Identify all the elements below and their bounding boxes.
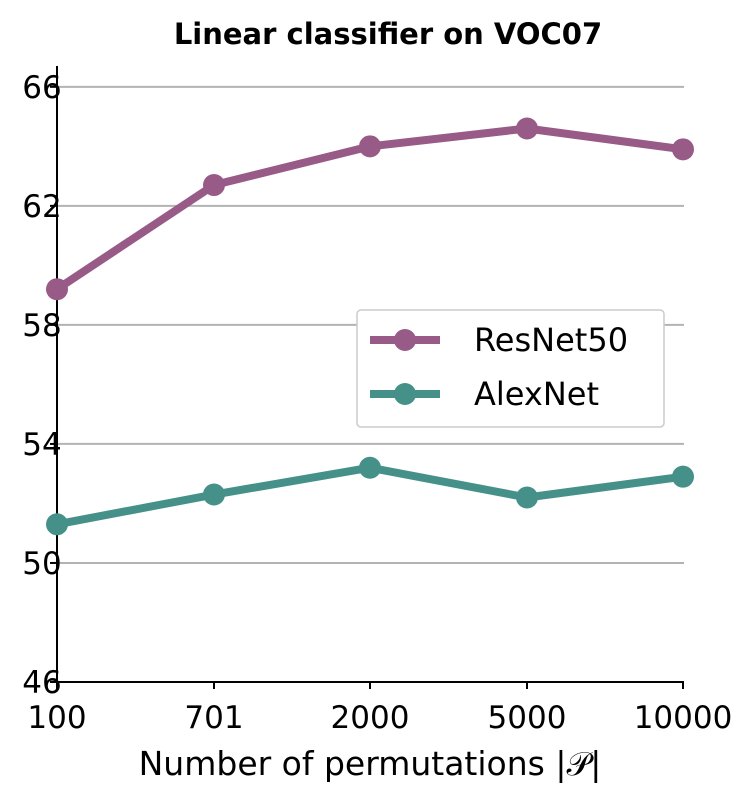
data-point — [516, 486, 538, 509]
legend: ResNet50 AlexNet — [356, 309, 665, 428]
x-ticks: 100 701 2000 5000 10000 — [27, 682, 732, 736]
y-tick-label: 62 — [22, 189, 61, 225]
x-tick-label: 701 — [184, 700, 243, 736]
data-point — [203, 483, 225, 506]
y-ticks: 46 50 54 58 62 66 — [22, 70, 61, 701]
x-tick-label: 100 — [27, 700, 86, 736]
y-tick-label: 58 — [22, 308, 61, 344]
y-tick-label: 50 — [22, 546, 61, 582]
data-point — [46, 513, 68, 536]
legend-swatch-marker — [394, 383, 416, 405]
series-alexnet — [46, 456, 694, 536]
data-point — [359, 135, 381, 158]
legend-label: AlexNet — [474, 375, 599, 413]
data-point — [203, 174, 225, 197]
y-tick-label: 46 — [22, 665, 61, 701]
x-tick-label: 2000 — [331, 700, 410, 736]
data-point — [359, 456, 381, 479]
x-tick-label: 5000 — [488, 700, 567, 736]
y-tick-label: 66 — [22, 70, 61, 106]
x-tick-label: 10000 — [634, 700, 733, 736]
legend-entry-alexnet: AlexNet — [370, 375, 599, 413]
series-resnet50 — [46, 117, 694, 301]
series-layer — [46, 117, 694, 536]
x-axis-label: Number of permutations |𝒫| — [139, 744, 602, 783]
data-point — [672, 138, 694, 161]
data-point — [516, 117, 538, 140]
chart-title: Linear classifier on VOC07 — [174, 17, 602, 51]
y-tick-label: 54 — [22, 427, 61, 463]
legend-swatch-marker — [394, 329, 416, 351]
legend-entry-resnet50: ResNet50 — [370, 321, 628, 359]
data-point — [672, 465, 694, 488]
data-point — [46, 278, 68, 301]
legend-label: ResNet50 — [474, 321, 628, 359]
